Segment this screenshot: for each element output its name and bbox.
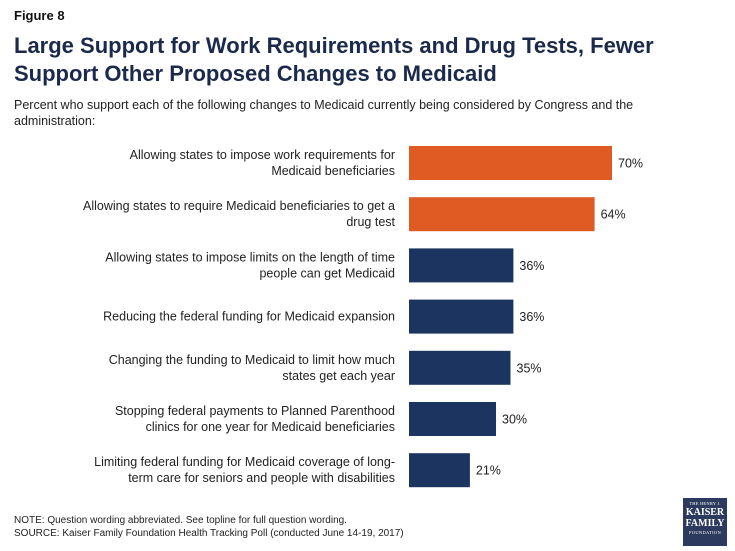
bar-6	[409, 402, 496, 436]
category-label-line: people can get Medicaid	[259, 266, 395, 280]
bar-1	[409, 146, 612, 180]
category-label-4: Reducing the federal funding for Medicai…	[103, 310, 395, 324]
category-label-line: term care for seniors and people with di…	[128, 471, 395, 485]
value-label-5: 35%	[517, 361, 542, 375]
chart-title: Large Support for Work Requirements and …	[14, 33, 654, 86]
category-label-7: Limiting federal funding for Medicaid co…	[94, 455, 395, 485]
value-label-7: 21%	[476, 464, 501, 478]
category-label-line: Allowing states to require Medicaid bene…	[83, 199, 395, 213]
category-label-line: Medicaid beneficiaries	[271, 164, 395, 178]
note-text: NOTE: Question wording abbreviated. See …	[14, 515, 347, 526]
source-text: SOURCE: Kaiser Family Foundation Health …	[14, 528, 404, 539]
bar-2	[409, 197, 595, 232]
bar-3	[409, 248, 514, 283]
category-label-line: states get each year	[282, 369, 395, 383]
kff-logo: THE HENRY J. KAISER FAMILY FOUNDATION	[683, 498, 727, 546]
category-label-line: Limiting federal funding for Medicaid co…	[94, 455, 395, 469]
value-label-3: 36%	[519, 259, 544, 273]
figure-label: Figure 8	[14, 8, 65, 23]
logo-line-1: THE HENRY J.	[689, 501, 721, 506]
category-label-line: drug test	[346, 215, 395, 229]
category-label-line: Allowing states to impose work requireme…	[130, 148, 395, 162]
bar-chart: 70% Allowing states to impose work requir…	[83, 146, 643, 488]
category-label-line: Stopping federal payments to Planned Par…	[115, 404, 395, 418]
category-label-1: Allowing states to impose work requireme…	[130, 148, 395, 178]
value-label-2: 64%	[601, 208, 626, 222]
category-label-3: Allowing states to impose limits on the …	[105, 250, 395, 280]
value-label-6: 30%	[502, 413, 527, 427]
bar-7	[409, 453, 470, 488]
logo-line-3: FAMILY	[685, 518, 725, 529]
footnotes: NOTE: Question wording abbreviated. See …	[14, 514, 404, 540]
category-label-6: Stopping federal payments to Planned Par…	[115, 404, 395, 434]
value-label-1: 70%	[618, 157, 643, 171]
bar-4	[409, 299, 514, 334]
logo-line-4: FOUNDATION	[689, 530, 721, 535]
category-label-line: Reducing the federal funding for Medicai…	[103, 310, 395, 324]
value-label-4: 36%	[519, 310, 544, 324]
category-label-line: Changing the funding to Medicaid to limi…	[109, 353, 395, 367]
category-label-line: clinics for one year for Medicaid benefi…	[146, 420, 395, 434]
category-label-5: Changing the funding to Medicaid to limi…	[109, 353, 395, 383]
category-label-line: Allowing states to impose limits on the …	[105, 250, 395, 264]
bar-5	[409, 350, 511, 385]
category-label-2: Allowing states to require Medicaid bene…	[83, 199, 396, 229]
logo-line-2: KAISER	[685, 507, 725, 518]
chart-subtitle: Percent who support each of the followin…	[14, 98, 634, 128]
